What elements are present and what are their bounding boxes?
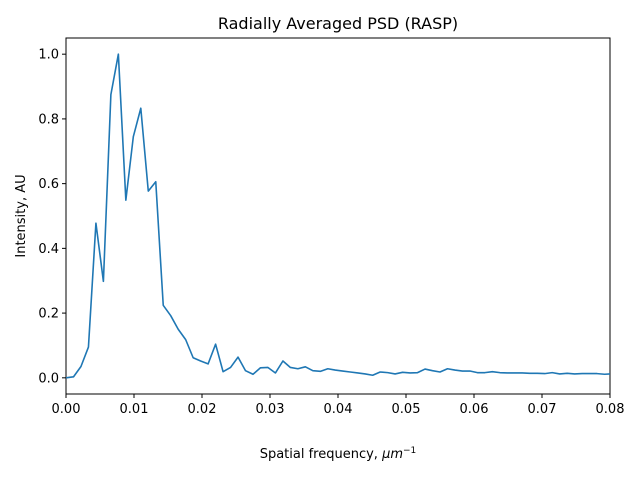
plot-area — [65, 37, 611, 395]
x-axis-label-text: Spatial frequency, — [260, 447, 382, 462]
series-line — [65, 53, 611, 379]
x-tick-label: 0.00 — [52, 402, 81, 417]
y-tick-label: 0.2 — [38, 307, 59, 322]
plot-frame — [65, 37, 611, 395]
x-tick-label: 0.08 — [596, 402, 625, 417]
x-axis-label-unit: μm — [381, 447, 403, 462]
x-tick-label: 0.05 — [392, 402, 421, 417]
y-tick-label: 0.0 — [38, 371, 59, 386]
x-axis-label-exponent: −1 — [403, 446, 416, 456]
x-tick-label: 0.06 — [460, 402, 489, 417]
x-tick-label: 0.03 — [256, 402, 285, 417]
y-axis-ticks: 0.0 0.2 0.4 0.6 0.8 1.0 — [38, 48, 66, 386]
x-axis-label: Spatial frequency, μm−1 — [260, 446, 417, 462]
chart-title: Radially Averaged PSD (RASP) — [218, 14, 458, 33]
y-axis-label: Intensity, AU — [14, 174, 29, 257]
x-tick-label: 0.01 — [120, 402, 149, 417]
x-axis-ticks: 0.00 0.01 0.02 0.03 0.04 0.05 0.06 0.07 0.08 — [52, 394, 625, 417]
x-tick-label: 0.04 — [324, 402, 353, 417]
x-tick-label: 0.07 — [528, 402, 557, 417]
x-tick-label: 0.02 — [188, 402, 217, 417]
y-tick-label: 0.4 — [38, 242, 59, 257]
y-tick-label: 0.6 — [38, 177, 59, 192]
y-tick-label: 0.8 — [38, 112, 59, 127]
y-tick-label: 1.0 — [38, 48, 59, 63]
